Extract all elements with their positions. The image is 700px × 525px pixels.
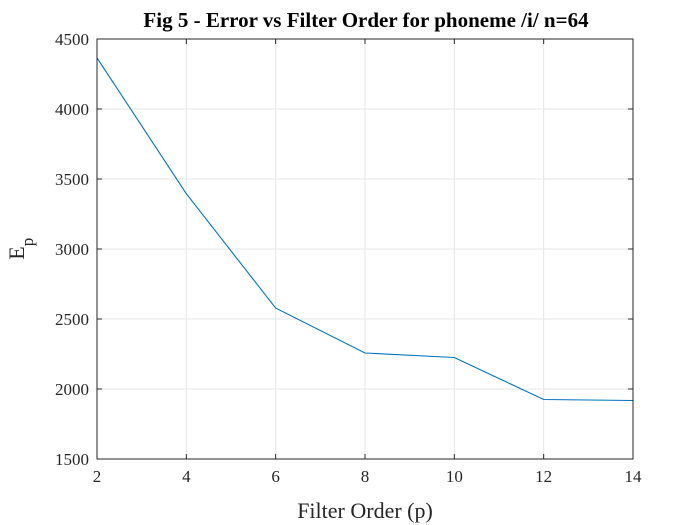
y-tick-label: 1500 — [55, 450, 89, 469]
series-layer — [96, 57, 634, 402]
x-tick-label: 10 — [446, 467, 463, 486]
y-tick-label: 2000 — [55, 380, 89, 399]
y-tick-label: 3500 — [55, 170, 89, 189]
x-tick-label: 6 — [271, 467, 280, 486]
x-tick-label: 2 — [93, 467, 102, 486]
series-line — [96, 57, 634, 402]
ticks: 2 4 6 8 10 12 14 1500 2000 2500 3000 3500 4000 4500 — [55, 30, 642, 486]
y-axis-label-subscript: p — [18, 238, 37, 247]
x-tick-label: 12 — [535, 467, 552, 486]
grid — [97, 39, 633, 459]
y-tick-label: 3000 — [55, 240, 89, 259]
y-axis-label-main: E — [4, 246, 29, 259]
y-tick-label: 2500 — [55, 310, 89, 329]
y-tick-label: 4500 — [55, 30, 89, 49]
x-tick-label: 14 — [625, 467, 643, 486]
x-axis-label: Filter Order (p) — [297, 498, 433, 523]
chart-title: Fig 5 - Error vs Filter Order for phonem… — [143, 8, 589, 32]
y-axis-label: E p — [4, 238, 37, 260]
y-tick-label: 4000 — [55, 100, 89, 119]
x-tick-label: 4 — [182, 467, 191, 486]
x-tick-label: 8 — [361, 467, 370, 486]
